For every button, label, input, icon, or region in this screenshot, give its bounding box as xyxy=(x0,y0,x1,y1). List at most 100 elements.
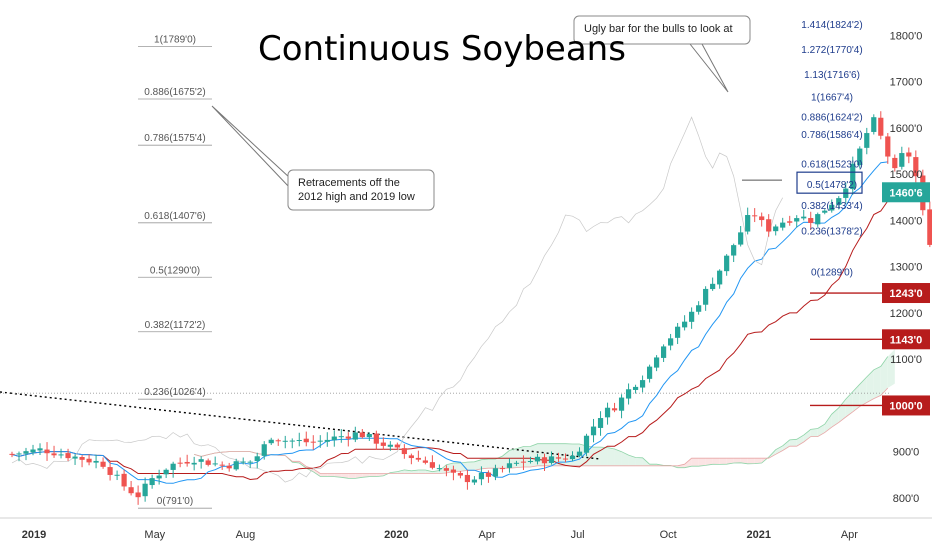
candle xyxy=(107,461,113,481)
candle-body xyxy=(156,475,162,479)
candle xyxy=(759,212,765,227)
cloud-segment xyxy=(733,458,741,463)
candle xyxy=(850,156,856,195)
candle xyxy=(324,432,330,447)
cloud-segment xyxy=(320,473,328,477)
candle-body xyxy=(696,305,702,312)
candle-body xyxy=(163,469,169,475)
cloud-segment xyxy=(600,447,608,466)
y-tick-label: 900'0 xyxy=(893,447,920,459)
candle xyxy=(668,333,674,351)
candle-body xyxy=(534,456,541,462)
y-tick-label: 1600'0 xyxy=(890,123,923,135)
candle-body xyxy=(275,440,281,442)
candle xyxy=(247,460,253,469)
candle xyxy=(170,461,176,478)
candle-body xyxy=(555,457,562,459)
cloud-segment xyxy=(327,473,335,477)
candle-body xyxy=(520,461,527,463)
cloud-segment xyxy=(866,369,874,403)
cloud-segment xyxy=(355,473,363,479)
candle-body xyxy=(471,479,478,483)
candle xyxy=(682,315,688,331)
y-tick-label: 1700'0 xyxy=(890,77,923,89)
candle-body xyxy=(114,474,120,476)
x-tick-label: May xyxy=(144,529,165,541)
candle-body xyxy=(513,462,520,464)
candle xyxy=(121,469,127,491)
cloud-segment xyxy=(488,459,496,469)
cloud-segment xyxy=(565,443,573,466)
candle-body xyxy=(422,460,428,463)
candle-body xyxy=(653,357,660,368)
candle xyxy=(548,451,555,465)
candle-body xyxy=(906,152,912,157)
candle-body xyxy=(780,222,786,228)
candle-body xyxy=(436,468,442,470)
candle-body xyxy=(632,386,639,390)
candle-body xyxy=(443,468,449,471)
candle xyxy=(128,480,134,496)
fib-right-label: 0.618(1523'0) xyxy=(801,159,862,170)
cloud-segment xyxy=(481,459,489,469)
cloud-segment xyxy=(782,439,790,451)
candle xyxy=(296,432,302,447)
candle xyxy=(597,411,604,436)
y-tick-label: 1200'0 xyxy=(890,308,923,320)
candle-body xyxy=(233,461,239,470)
candle xyxy=(625,383,632,405)
candle-body xyxy=(23,451,29,454)
cloud-segment xyxy=(474,459,482,471)
fib-left-label: 1(1789'0) xyxy=(154,34,196,45)
candle xyxy=(513,460,520,466)
candle xyxy=(149,474,155,489)
fibonacci-levels: 1(1789'0) 0.886(1675'2) 0.786(1575'4) 0.618… xyxy=(138,20,863,509)
cloud-segment xyxy=(775,445,783,455)
candle-body xyxy=(261,444,267,456)
fib-right-label: 0.5(1478'2) xyxy=(807,180,857,191)
candle-body xyxy=(100,461,106,467)
candle xyxy=(675,322,681,345)
y-tick-label: 800'0 xyxy=(893,493,920,505)
x-tick-label: Apr xyxy=(841,529,858,541)
candle xyxy=(752,208,758,223)
cloud-segment xyxy=(796,435,804,447)
candle xyxy=(878,111,884,140)
candle xyxy=(738,226,744,247)
candle xyxy=(499,465,506,473)
fib-right-label: 0.382(1433'4) xyxy=(801,201,862,212)
candle xyxy=(478,466,485,486)
cloud-segment xyxy=(859,376,867,407)
candle xyxy=(352,426,358,443)
cloud-segment xyxy=(495,456,503,469)
cloud-segment xyxy=(425,470,433,474)
candle xyxy=(44,442,50,461)
callout-frame xyxy=(287,169,435,211)
axes: 800'0 900'0 1000'0 1100'0 1200'0 1300'0 1400'0… xyxy=(0,30,932,541)
candle xyxy=(163,468,169,479)
candle-body xyxy=(717,270,723,285)
candle-body xyxy=(429,462,435,468)
candle-body xyxy=(44,449,50,454)
candle-body xyxy=(9,453,15,455)
candle-body xyxy=(794,218,800,222)
cloud-segment xyxy=(789,439,797,447)
senkou-span-b xyxy=(194,387,889,474)
candle xyxy=(485,470,492,483)
candle xyxy=(429,455,435,470)
y-tick-label: 1300'0 xyxy=(890,262,923,274)
candle xyxy=(555,452,562,462)
indicator-lines xyxy=(11,116,889,484)
candle xyxy=(114,470,120,481)
candle xyxy=(696,301,702,315)
candle-body xyxy=(450,469,457,473)
candle-body xyxy=(576,451,583,456)
current-price-badge xyxy=(882,182,930,203)
candle-body xyxy=(289,440,295,442)
cloud-segment xyxy=(397,469,405,474)
price-badge-label: 1143'0 xyxy=(890,334,923,346)
candle xyxy=(51,445,57,458)
candle-body xyxy=(485,472,492,477)
cloud-segment xyxy=(628,455,636,466)
x-tick-label: Apr xyxy=(478,529,495,541)
